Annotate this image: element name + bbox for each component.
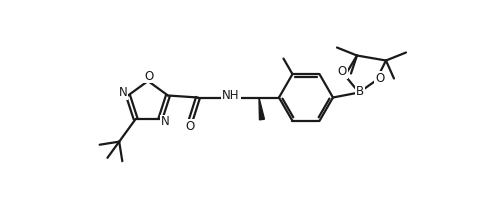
- Text: O: O: [338, 65, 346, 78]
- Text: N: N: [161, 116, 170, 128]
- Polygon shape: [259, 97, 264, 120]
- Text: NH: NH: [222, 89, 240, 102]
- Text: O: O: [144, 70, 154, 82]
- Text: O: O: [185, 120, 195, 133]
- Text: B: B: [356, 85, 364, 98]
- Text: N: N: [119, 86, 127, 99]
- Text: O: O: [375, 72, 385, 85]
